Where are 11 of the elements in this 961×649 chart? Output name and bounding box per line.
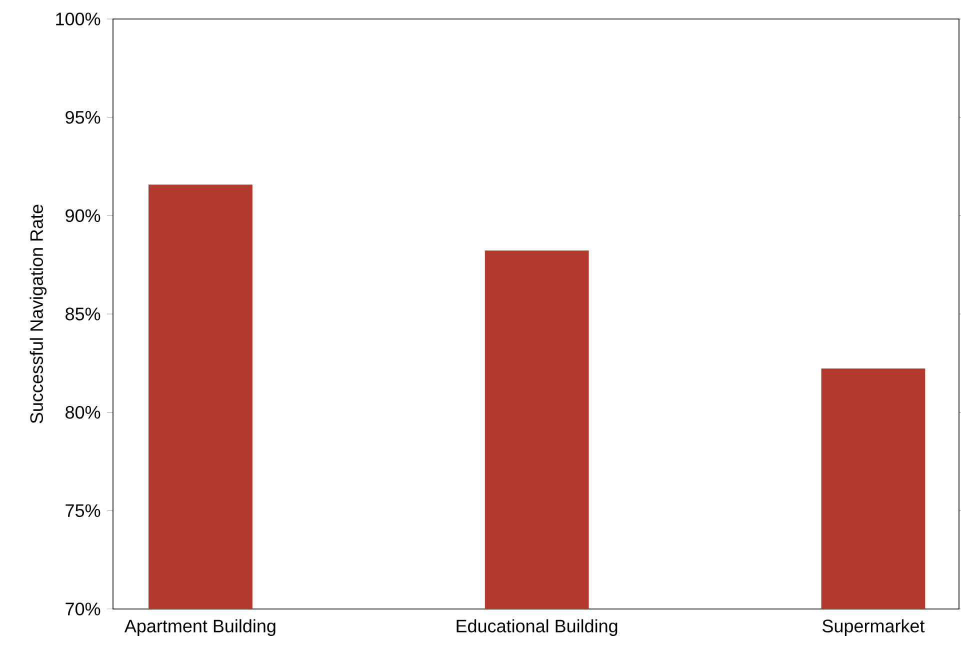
x-tick-label: Apartment Building	[124, 619, 276, 636]
y-tick-label: 95%	[66, 110, 100, 124]
y-tick-label: 100%	[56, 12, 100, 26]
x-tick-label: Educational Building	[456, 619, 618, 636]
y-tick-label: 70%	[66, 602, 100, 616]
y-tick-label: 85%	[66, 308, 100, 320]
y-tick-label: 75%	[66, 504, 100, 517]
x-tick-label: Supermarket	[822, 619, 925, 636]
y-tick-label: 80%	[66, 406, 100, 419]
y-tick-label: 90%	[66, 209, 100, 222]
y-axis-title: Successful Navigation Rate	[30, 204, 47, 424]
